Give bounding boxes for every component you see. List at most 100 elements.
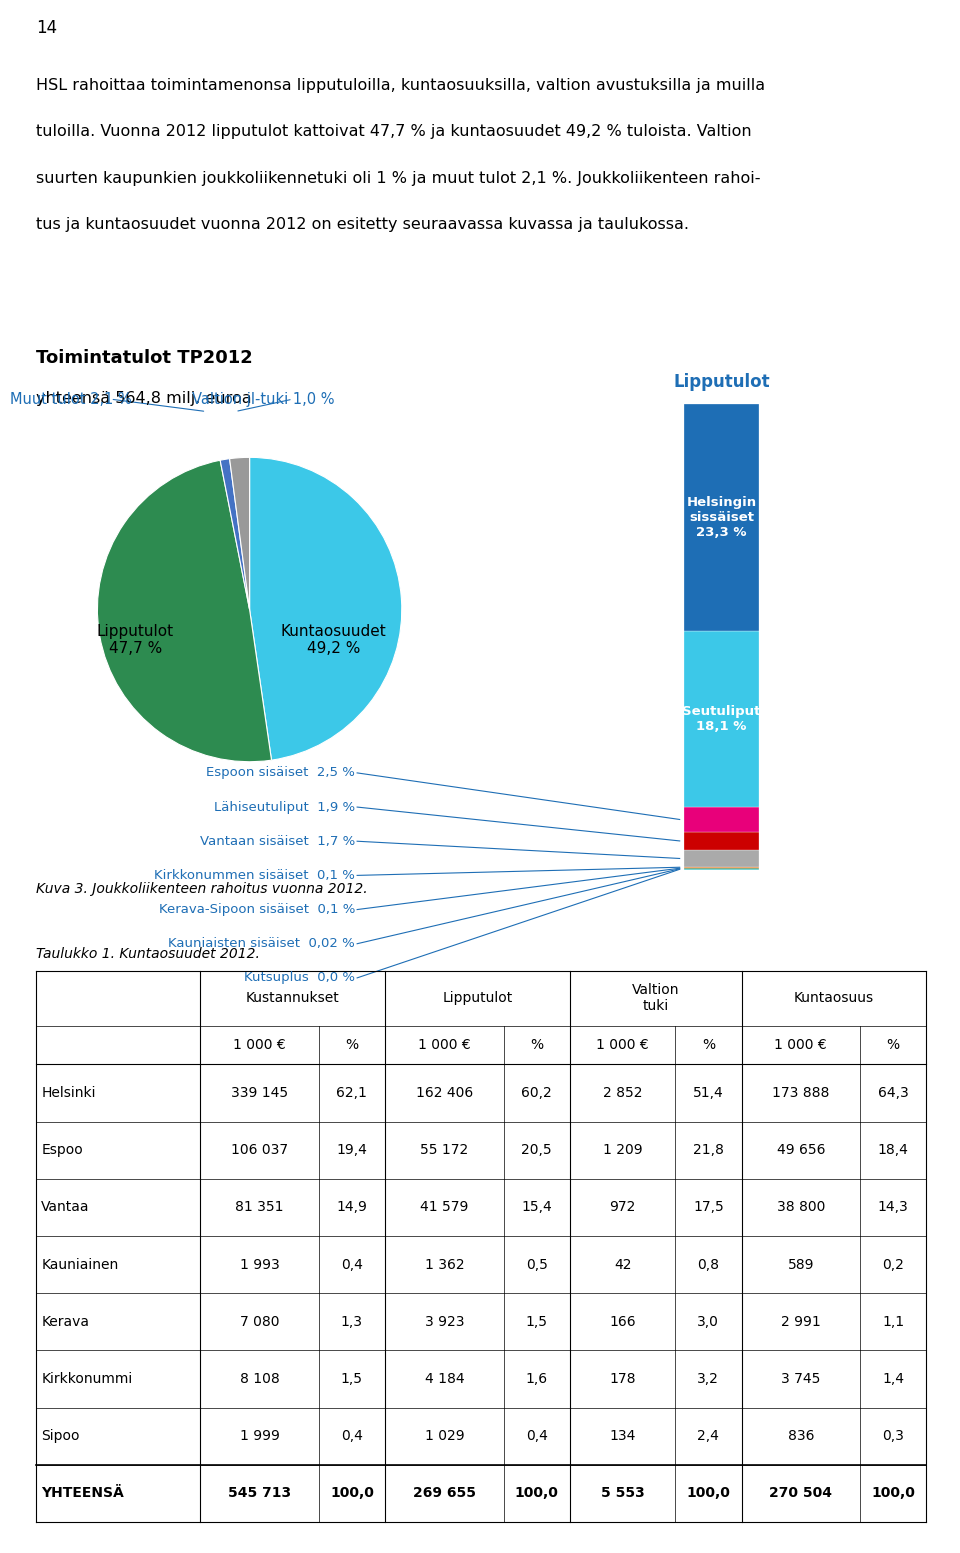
Text: Lähiseutuliput  1,9 %: Lähiseutuliput 1,9 % (214, 800, 355, 814)
Text: 100,0: 100,0 (686, 1486, 731, 1500)
Text: Helsinki: Helsinki (41, 1086, 96, 1100)
Text: 2 852: 2 852 (603, 1086, 642, 1100)
Text: 51,4: 51,4 (693, 1086, 724, 1100)
Text: Kirkkonummen sisäiset  0,1 %: Kirkkonummen sisäiset 0,1 % (155, 868, 355, 882)
Text: 1 029: 1 029 (424, 1429, 465, 1443)
Bar (684, 808, 759, 832)
Text: 1 000 €: 1 000 € (233, 1037, 286, 1051)
Text: Taulukko 1. Kuntaosuudet 2012.: Taulukko 1. Kuntaosuudet 2012. (36, 947, 260, 961)
Text: 1 999: 1 999 (240, 1429, 279, 1443)
Text: Kerava: Kerava (41, 1315, 89, 1329)
Text: Espoon sisäiset  2,5 %: Espoon sisäiset 2,5 % (206, 766, 355, 780)
Text: %: % (702, 1037, 715, 1051)
Text: Helsingin
sissäiset
23,3 %: Helsingin sissäiset 23,3 % (686, 495, 756, 539)
Text: Lipputulot: Lipputulot (443, 991, 513, 1005)
Text: 2 991: 2 991 (780, 1315, 821, 1329)
Text: Vantaan sisäiset  1,7 %: Vantaan sisäiset 1,7 % (200, 834, 355, 848)
Text: 1,1: 1,1 (882, 1315, 904, 1329)
Wedge shape (220, 458, 250, 610)
Text: 1,6: 1,6 (526, 1371, 548, 1385)
Text: 100,0: 100,0 (872, 1486, 915, 1500)
Text: Valtion jl-tuki 1,0 %: Valtion jl-tuki 1,0 % (192, 391, 334, 407)
Text: tus ja kuntaosuudet vuonna 2012 on esitetty seuraavassa kuvassa ja taulukossa.: tus ja kuntaosuudet vuonna 2012 on esite… (36, 217, 689, 233)
Text: 62,1: 62,1 (337, 1086, 368, 1100)
Text: tuloilla. Vuonna 2012 lipputulot kattoivat 47,7 % ja kuntaosuudet 49,2 % tuloist: tuloilla. Vuonna 2012 lipputulot kattoiv… (36, 124, 752, 140)
Bar (684, 832, 759, 849)
Text: Toimintatulot TP2012: Toimintatulot TP2012 (36, 349, 253, 368)
Text: 7 080: 7 080 (240, 1315, 279, 1329)
Text: 269 655: 269 655 (413, 1486, 476, 1500)
Text: 1 209: 1 209 (603, 1143, 642, 1157)
Text: Seutuliput
18,1 %: Seutuliput 18,1 % (683, 705, 760, 733)
Text: Kirkkonummi: Kirkkonummi (41, 1371, 132, 1385)
Text: 178: 178 (610, 1371, 636, 1385)
Text: Kuva 3. Joukkoliikenteen rahoitus vuonna 2012.: Kuva 3. Joukkoliikenteen rahoitus vuonna… (36, 882, 368, 896)
Text: 17,5: 17,5 (693, 1200, 724, 1214)
Text: 0,2: 0,2 (882, 1258, 904, 1272)
Text: Kustannukset: Kustannukset (246, 991, 340, 1005)
Text: Lipputulot: Lipputulot (673, 373, 770, 391)
Text: Kerava-Sipoon sisäiset  0,1 %: Kerava-Sipoon sisäiset 0,1 % (158, 902, 355, 916)
Text: 339 145: 339 145 (231, 1086, 288, 1100)
Text: 100,0: 100,0 (330, 1486, 373, 1500)
Text: 166: 166 (610, 1315, 636, 1329)
Text: 81 351: 81 351 (235, 1200, 284, 1214)
Text: 42: 42 (613, 1258, 632, 1272)
Text: 55 172: 55 172 (420, 1143, 468, 1157)
Text: %: % (346, 1037, 358, 1051)
Text: 106 037: 106 037 (231, 1143, 288, 1157)
Text: yhteensä 564,8 milj. euroa: yhteensä 564,8 milj. euroa (36, 391, 252, 407)
Text: 15,4: 15,4 (521, 1200, 552, 1214)
Text: Kauniainen: Kauniainen (41, 1258, 118, 1272)
Text: 3,2: 3,2 (697, 1371, 719, 1385)
Text: 134: 134 (610, 1429, 636, 1443)
Text: 64,3: 64,3 (877, 1086, 908, 1100)
Text: Lipputulot
47,7 %: Lipputulot 47,7 % (97, 624, 174, 657)
Text: Muut tulot 2,1 %: Muut tulot 2,1 % (10, 391, 132, 407)
Text: 1,5: 1,5 (341, 1371, 363, 1385)
Text: 0,4: 0,4 (341, 1429, 363, 1443)
Text: 49 656: 49 656 (777, 1143, 825, 1157)
Text: 270 504: 270 504 (769, 1486, 832, 1500)
Text: Kauniaisten sisäiset  0,02 %: Kauniaisten sisäiset 0,02 % (168, 936, 355, 950)
Text: 1 000 €: 1 000 € (775, 1037, 828, 1051)
Text: 8 108: 8 108 (240, 1371, 279, 1385)
Text: 3,0: 3,0 (697, 1315, 719, 1329)
Text: 1 000 €: 1 000 € (418, 1037, 470, 1051)
Text: Kutsuplus  0,0 %: Kutsuplus 0,0 % (244, 971, 355, 985)
Text: Vantaa: Vantaa (41, 1200, 90, 1214)
Wedge shape (250, 458, 402, 759)
Text: Valtion
tuki: Valtion tuki (632, 983, 680, 1013)
Text: 1 993: 1 993 (240, 1258, 279, 1272)
Text: 0,4: 0,4 (526, 1429, 548, 1443)
Text: 5 553: 5 553 (601, 1486, 644, 1500)
Text: 972: 972 (610, 1200, 636, 1214)
Text: 1,5: 1,5 (526, 1315, 548, 1329)
Text: 589: 589 (787, 1258, 814, 1272)
Text: 14,9: 14,9 (337, 1200, 368, 1214)
Text: 20,5: 20,5 (521, 1143, 552, 1157)
Text: Sipoo: Sipoo (41, 1429, 80, 1443)
Text: 1 000 €: 1 000 € (596, 1037, 649, 1051)
Text: 1 362: 1 362 (424, 1258, 465, 1272)
Text: 60,2: 60,2 (521, 1086, 552, 1100)
Text: 38 800: 38 800 (777, 1200, 825, 1214)
Text: 2,4: 2,4 (697, 1429, 719, 1443)
Wedge shape (229, 458, 250, 610)
Text: Espoo: Espoo (41, 1143, 83, 1157)
Wedge shape (97, 460, 272, 761)
Text: 0,4: 0,4 (341, 1258, 363, 1272)
Bar (684, 631, 759, 808)
Text: 0,3: 0,3 (882, 1429, 904, 1443)
Text: 545 713: 545 713 (228, 1486, 291, 1500)
Text: suurten kaupunkien joukkoliikennetuki oli 1 % ja muut tulot 2,1 %. Joukkoliikent: suurten kaupunkien joukkoliikennetuki ol… (36, 171, 761, 186)
Bar (684, 849, 759, 867)
Text: %: % (887, 1037, 900, 1051)
Text: 836: 836 (787, 1429, 814, 1443)
Text: HSL rahoittaa toimintamenonsa lipputuloilla, kuntaosuuksilla, valtion avustuksil: HSL rahoittaa toimintamenonsa lipputuloi… (36, 78, 766, 93)
Text: 0,8: 0,8 (697, 1258, 719, 1272)
Text: %: % (530, 1037, 543, 1051)
Text: 0,5: 0,5 (526, 1258, 548, 1272)
Text: 1,4: 1,4 (882, 1371, 904, 1385)
Text: 173 888: 173 888 (772, 1086, 829, 1100)
